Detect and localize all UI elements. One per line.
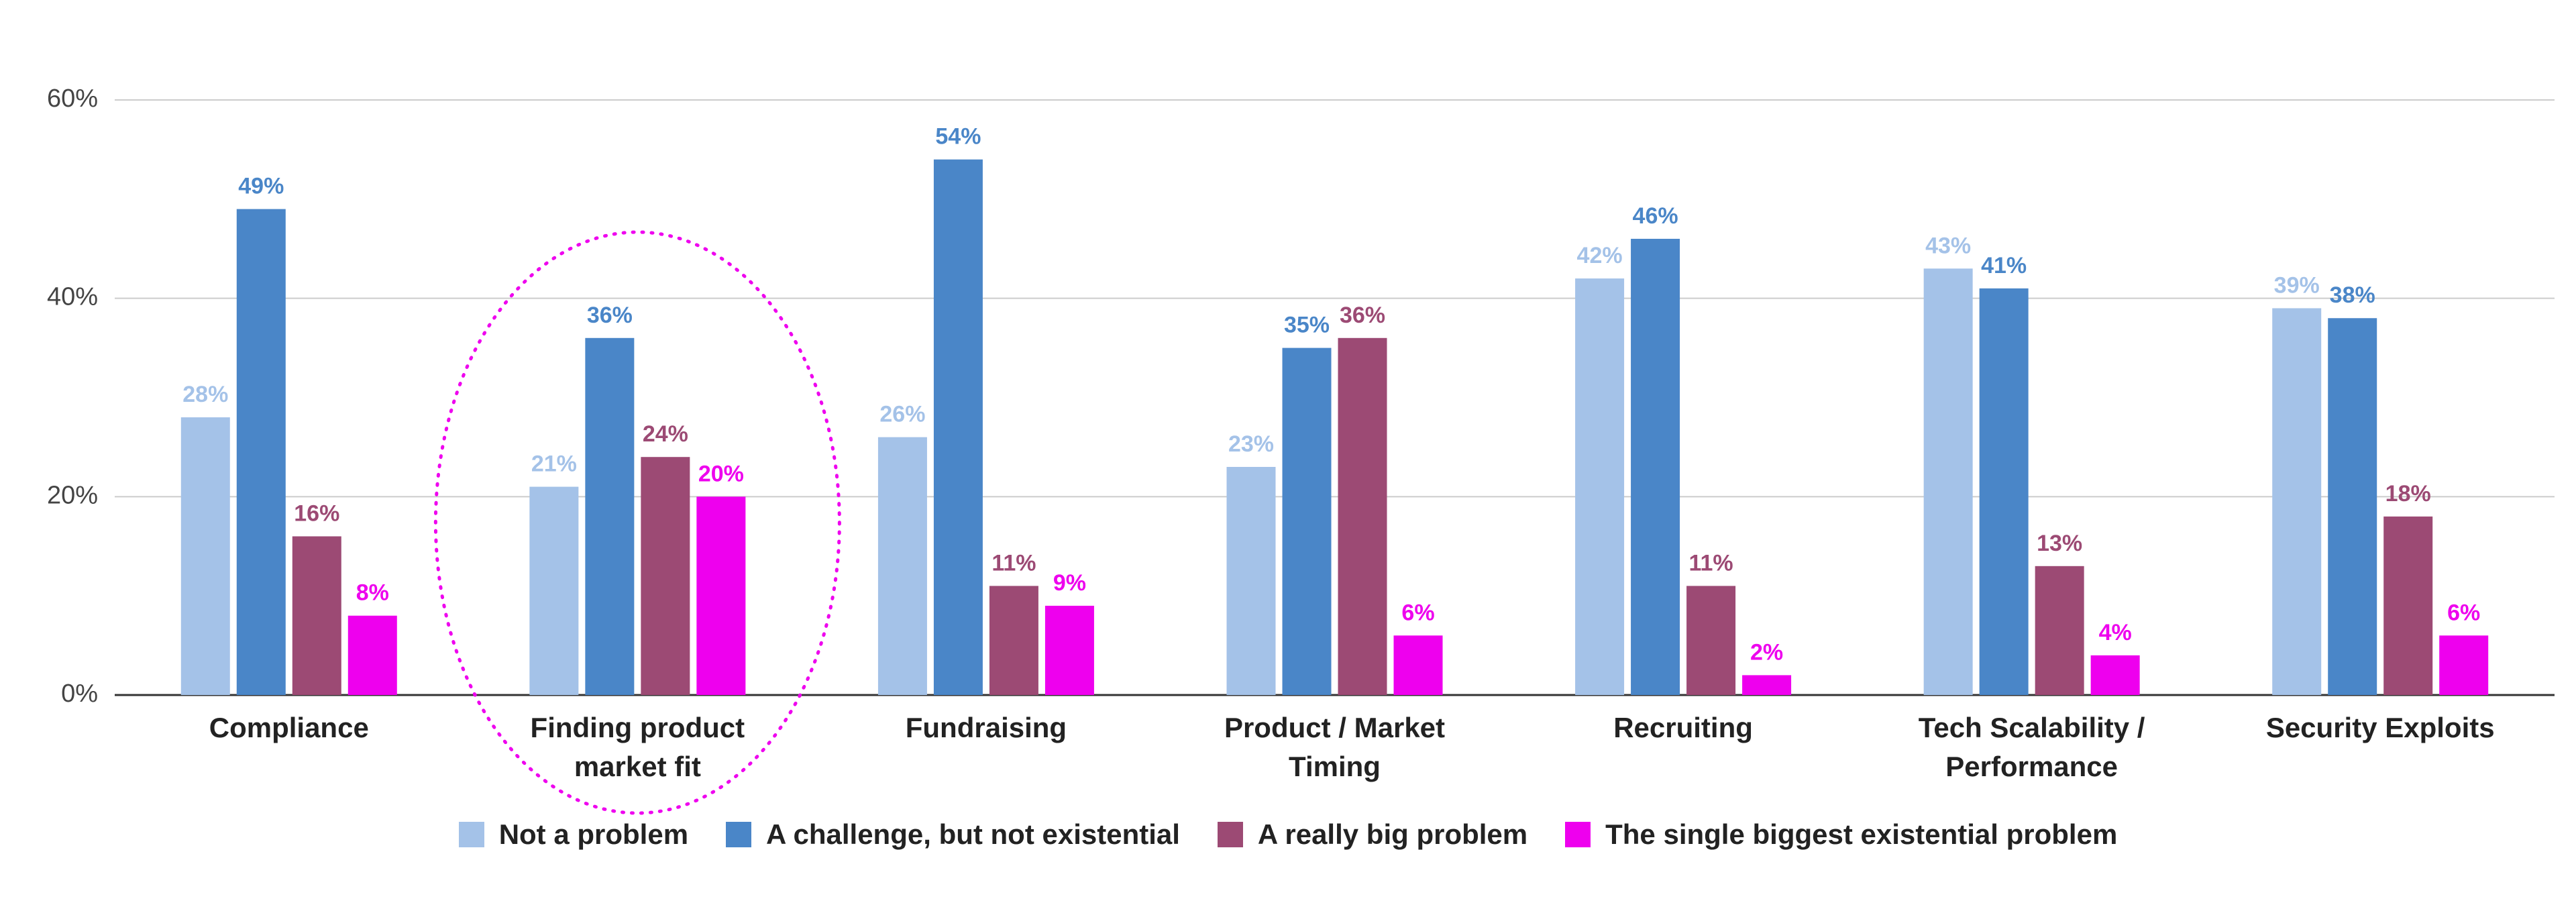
value-label: 11% <box>1688 550 1733 576</box>
value-label: 13% <box>2037 531 2082 556</box>
x-tick-label: Recruiting <box>1613 712 1753 743</box>
highlight-ellipse <box>433 230 841 815</box>
bar <box>236 209 286 695</box>
value-label: 26% <box>879 402 925 427</box>
value-label: 2% <box>1750 639 1783 665</box>
value-label: 38% <box>2330 282 2375 308</box>
legend-swatch <box>726 822 752 847</box>
bar <box>1742 675 1792 695</box>
bar <box>2383 516 2433 695</box>
legend-swatch <box>1217 822 1243 847</box>
value-label: 21% <box>531 451 577 477</box>
x-tick-label: Tech Scalability / Performance <box>1918 712 2145 782</box>
bar <box>641 457 690 695</box>
value-label: 8% <box>356 580 389 606</box>
bar <box>696 496 746 695</box>
value-label: 24% <box>643 421 688 447</box>
bar <box>180 417 230 695</box>
bar <box>292 536 341 695</box>
bar <box>2439 635 2489 695</box>
value-label: 49% <box>238 174 284 199</box>
value-label: 20% <box>698 461 744 486</box>
x-tick-label: Security Exploits <box>2265 712 2495 743</box>
y-tick-label: 60% <box>47 85 98 113</box>
bar <box>1282 348 1332 695</box>
legend-item: The single biggest existential problem <box>1565 818 2117 851</box>
legend-item: Not a problem <box>458 818 689 851</box>
bar <box>1686 586 1736 695</box>
bar <box>1631 238 1680 695</box>
bar <box>933 159 983 695</box>
x-tick-label: Product / Market Timing <box>1224 712 1446 782</box>
value-label: 41% <box>1981 253 2027 278</box>
y-tick-label: 20% <box>47 481 98 509</box>
legend-item: A really big problem <box>1217 818 1528 851</box>
value-label: 28% <box>182 382 228 407</box>
bar <box>877 437 927 695</box>
y-tick-label: 40% <box>47 283 98 311</box>
bar <box>2090 655 2140 695</box>
value-label: 42% <box>1577 243 1623 268</box>
value-label: 36% <box>587 303 633 328</box>
value-label: 4% <box>2099 620 2132 645</box>
value-label: 39% <box>2274 272 2320 298</box>
value-label: 35% <box>1284 313 1330 338</box>
value-label: 23% <box>1228 431 1274 457</box>
value-label: 36% <box>1340 303 1385 328</box>
legend-swatch <box>1565 822 1591 847</box>
bar <box>585 337 635 695</box>
legend-swatch <box>458 822 484 847</box>
legend-label: A really big problem <box>1257 818 1528 850</box>
value-label: 16% <box>294 500 339 526</box>
bar <box>1979 288 2029 696</box>
x-tick-label: Finding product market fit <box>530 712 745 782</box>
x-tick-label: Fundraising <box>905 712 1067 743</box>
x-tick-label: Compliance <box>209 712 369 743</box>
value-label: 11% <box>991 550 1036 576</box>
legend-item: A challenge, but not existential <box>726 818 1180 851</box>
bar <box>2328 318 2377 695</box>
bar <box>989 586 1038 695</box>
legend-label: A challenge, but not existential <box>766 818 1180 850</box>
bar <box>1575 278 1625 696</box>
bar <box>1044 605 1094 695</box>
bar <box>1923 268 1973 696</box>
bar <box>2272 308 2322 695</box>
value-label: 18% <box>2385 481 2431 507</box>
bar <box>1338 337 1387 695</box>
legend-label: The single biggest existential problem <box>1605 818 2118 850</box>
value-label: 54% <box>935 124 981 150</box>
bar <box>2035 566 2084 695</box>
value-label: 46% <box>1633 203 1678 229</box>
bar <box>1226 466 1276 695</box>
legend: Not a problem A challenge, but not existe… <box>0 818 2576 851</box>
value-label: 6% <box>2447 600 2480 625</box>
value-label: 6% <box>1401 600 1434 625</box>
value-label: 9% <box>1053 570 1086 596</box>
legend-label: Not a problem <box>498 818 689 850</box>
y-tick-label: 0% <box>61 680 98 708</box>
bar <box>529 486 579 695</box>
bar <box>1393 635 1443 695</box>
value-label: 43% <box>1925 233 1971 258</box>
bar <box>347 615 397 695</box>
